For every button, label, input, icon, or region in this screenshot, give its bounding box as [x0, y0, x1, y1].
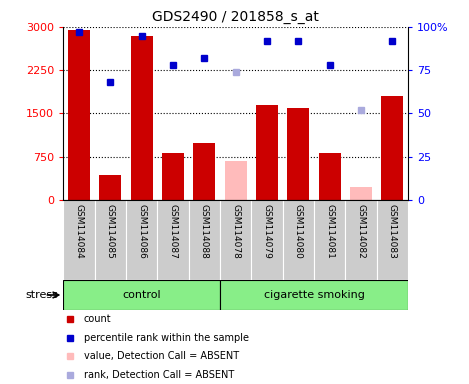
Text: rank, Detection Call = ABSENT: rank, Detection Call = ABSENT: [84, 370, 234, 380]
Text: GSM114079: GSM114079: [263, 204, 272, 259]
Bar: [157, 200, 189, 280]
Title: GDS2490 / 201858_s_at: GDS2490 / 201858_s_at: [152, 10, 319, 25]
Bar: [193, 144, 215, 200]
Text: GSM114082: GSM114082: [356, 204, 365, 259]
Bar: [63, 280, 220, 310]
Bar: [345, 200, 377, 280]
Text: GSM114078: GSM114078: [231, 204, 240, 259]
Bar: [220, 200, 251, 280]
Text: value, Detection Call = ABSENT: value, Detection Call = ABSENT: [84, 351, 239, 361]
Bar: [381, 96, 403, 200]
Bar: [256, 105, 278, 200]
Text: control: control: [122, 290, 161, 300]
Bar: [319, 153, 340, 200]
Bar: [126, 200, 157, 280]
Text: GSM114086: GSM114086: [137, 204, 146, 259]
Bar: [131, 36, 152, 200]
Bar: [220, 280, 408, 310]
Bar: [287, 108, 310, 200]
Text: GSM114084: GSM114084: [75, 204, 83, 259]
Bar: [377, 200, 408, 280]
Text: GSM114080: GSM114080: [294, 204, 303, 259]
Bar: [189, 200, 220, 280]
Text: GSM114088: GSM114088: [200, 204, 209, 259]
Bar: [225, 161, 247, 200]
Text: cigarette smoking: cigarette smoking: [264, 290, 364, 300]
Text: GSM114083: GSM114083: [388, 204, 397, 259]
Bar: [350, 187, 372, 200]
Text: stress: stress: [26, 290, 59, 300]
Bar: [99, 175, 121, 200]
Bar: [162, 153, 184, 200]
Text: count: count: [84, 314, 112, 324]
Text: GSM114085: GSM114085: [106, 204, 115, 259]
Bar: [63, 200, 95, 280]
Bar: [95, 200, 126, 280]
Text: GSM114087: GSM114087: [168, 204, 177, 259]
Text: GSM114081: GSM114081: [325, 204, 334, 259]
Text: percentile rank within the sample: percentile rank within the sample: [84, 333, 249, 343]
Bar: [251, 200, 283, 280]
Bar: [68, 30, 90, 200]
Bar: [283, 200, 314, 280]
Bar: [314, 200, 345, 280]
